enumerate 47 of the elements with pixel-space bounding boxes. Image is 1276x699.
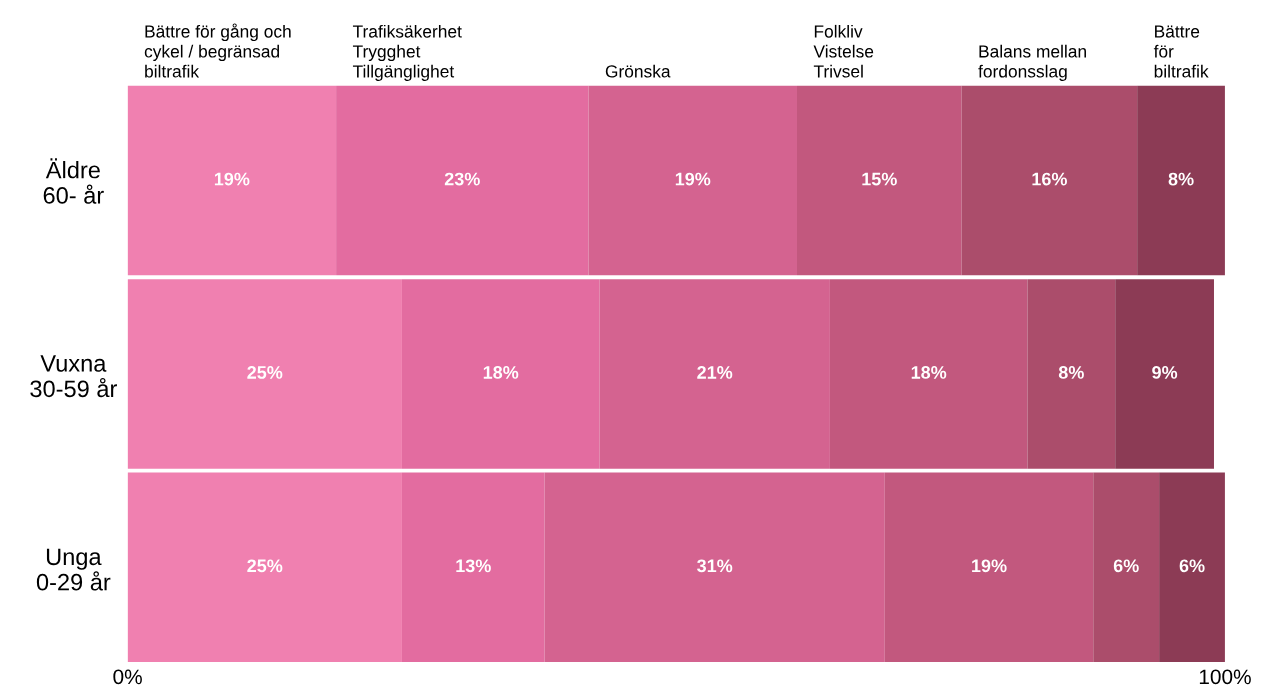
x-tick-label: 0% [113,669,142,685]
data-label: 8% [1058,366,1084,379]
data-label: 25% [247,559,283,573]
data-label: 23% [444,172,480,186]
bar [1093,472,1160,663]
data-label: 25% [247,366,283,379]
bar [127,279,402,469]
data-label: 16% [1032,172,1067,186]
series-label: Folkliv Vistelse Trivsel [813,24,874,78]
bar [1115,279,1214,469]
bar [127,472,402,663]
y-tick-label: Unga 0-29 år [36,548,111,591]
series-label: Grönska [605,64,671,78]
data-label: 18% [483,366,519,379]
data-label: 15% [862,172,897,186]
bar [544,472,885,663]
y-tick-label: Äldre 60- år [43,158,104,204]
x-tick-label: 100% [1199,669,1251,685]
y-tick-label: Vuxna 30-59 år [30,355,117,398]
bar [588,85,797,276]
data-label: 18% [911,366,947,379]
data-label: 31% [697,559,733,573]
bar [1137,85,1225,276]
bar [884,472,1094,663]
bar [961,85,1138,276]
bar [1027,279,1116,469]
bar [401,472,545,663]
data-label: 8% [1168,172,1194,186]
bar [336,85,589,276]
data-label: 6% [1179,559,1205,573]
bar [127,85,337,276]
bar [401,279,600,469]
bar [599,279,830,469]
data-label: 6% [1113,559,1139,573]
data-label: 13% [456,559,491,573]
series-label: Bättre för biltrafik [1153,25,1209,78]
series-label: Trafiksäkerhet Trygghet Tillgänglighet [352,24,462,81]
series-label: Balans mellan fordonsslag [978,44,1086,81]
data-label: 19% [214,172,250,186]
data-label: 19% [972,559,1007,573]
data-label: 19% [675,172,711,186]
bar [796,85,962,276]
series-label: Bättre för gång och cykel / begränsad biltrafik [144,23,291,78]
bar [829,279,1028,469]
bar [1159,472,1225,663]
data-label: 9% [1152,366,1178,379]
data-label: 21% [697,366,733,379]
